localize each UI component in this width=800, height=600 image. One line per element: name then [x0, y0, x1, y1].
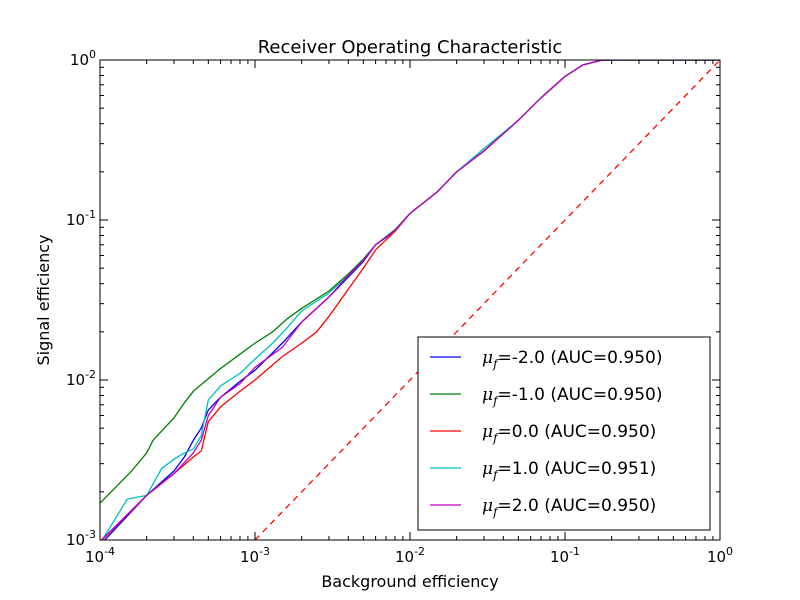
x-tick-label: 10-1 — [550, 545, 580, 566]
legend-label-1: μf=-1.0 (AUC=0.950) — [482, 385, 662, 408]
legend-label-0: μf=-2.0 (AUC=0.950) — [482, 348, 662, 371]
legend-label-4: μf=2.0 (AUC=0.950) — [482, 496, 656, 519]
x-axis-title: Background efficiency — [321, 572, 498, 591]
y-axis-title: Signal efficiency — [34, 234, 53, 365]
legend: μf=-2.0 (AUC=0.950) μf=-1.0 (AUC=0.950) μf… — [417, 336, 711, 531]
reference-diagonal-line — [254, 60, 720, 540]
chart-title: Receiver Operating Characteristic — [258, 37, 563, 58]
axis-ticks — [99, 59, 721, 541]
y-tick-label: 100 — [70, 48, 96, 69]
y-tick-label: 10-3 — [66, 528, 96, 549]
y-tick-label: 10-1 — [66, 208, 96, 229]
legend-box — [417, 336, 711, 531]
x-tick-label: 10-3 — [240, 545, 270, 566]
plot-area — [100, 60, 720, 540]
legend-label-3: μf=1.0 (AUC=0.951) — [482, 459, 656, 482]
x-tick-label: 10-4 — [85, 545, 115, 566]
legend-label-2: μf=0.0 (AUC=0.950) — [482, 422, 656, 445]
series-line-4 — [100, 60, 720, 540]
y-tick-label: 10-2 — [66, 368, 96, 389]
x-tick-label: 10-2 — [395, 545, 425, 566]
x-tick-label: 100 — [707, 545, 733, 566]
